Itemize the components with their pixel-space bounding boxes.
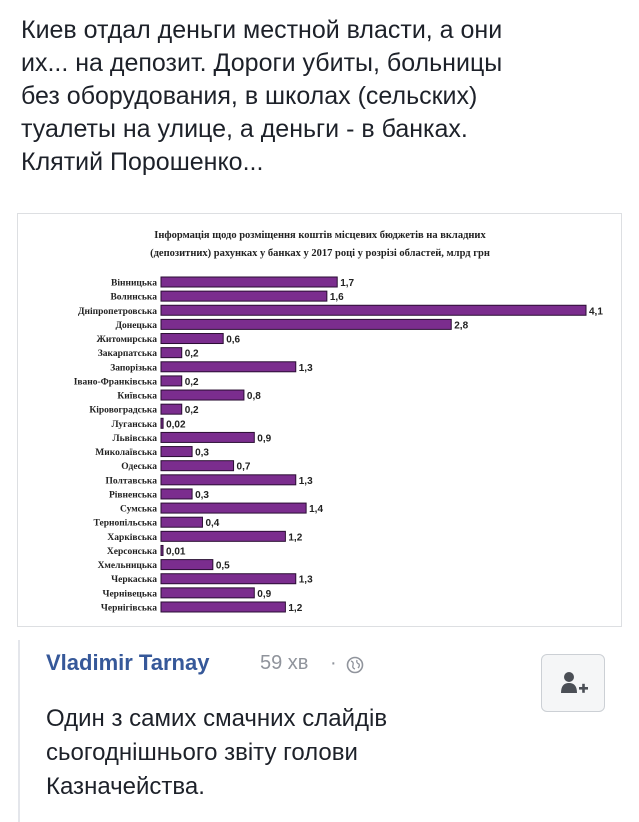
category-label: Черкаська [111,575,157,585]
category-label: Херсонська [107,547,157,557]
category-label: Миколаївська [95,448,157,458]
category-label: Дніпропетровська [78,306,157,317]
comment: Vladimir Tarnay 59 хв · Один з самих сма… [18,640,625,822]
value-label: 0,7 [237,462,251,473]
globe-icon [346,656,364,674]
value-label: 0,5 [216,561,230,572]
value-label: 0,2 [185,377,199,388]
bar [160,361,297,373]
comment-body-line: сьогоднішнього звіту голови [46,739,358,766]
bar [160,573,297,585]
bar [160,446,193,458]
bar [160,474,297,486]
bar [160,530,286,542]
comment-body-line: Один з самих смачних слайдів [46,705,388,732]
category-label: Київська [117,392,157,402]
bar [160,333,224,345]
category-label: Одеська [121,462,157,472]
value-label: 1,6 [330,292,344,303]
category-label: Івано-Франківська [74,376,158,387]
bar [160,276,338,288]
post-text: Киев отдал деньги местной власти, а они … [21,14,621,179]
post-text-line: их... на депозит. Дороги убиты, больницы [21,49,503,77]
value-label: 1,7 [340,278,354,289]
chart-title-line-2: (депозитних) рахунках у банках у 2017 ро… [150,248,490,259]
value-label: 0,2 [185,405,199,416]
category-label: Волинська [110,293,157,303]
comment-timestamp[interactable]: 59 хв [260,652,309,674]
value-label: 0,9 [257,433,271,444]
value-label: 0,02 [166,419,186,430]
value-label: 1,3 [299,363,313,374]
comment-body-line: Казначейства. [46,773,205,800]
bar [160,375,183,387]
category-label: Закарпатська [98,349,157,359]
category-label: Запорізька [110,362,157,373]
category-label: Чернігівська [101,602,157,613]
category-label: Вінницька [111,278,157,289]
category-label: Донецька [115,321,157,331]
value-label: 0,9 [257,589,271,600]
value-label: 0,2 [185,349,199,360]
bar [160,502,307,514]
category-label: Кіровоградська [89,405,157,416]
value-label: 1,2 [288,532,302,543]
bar [160,587,255,599]
comment-body: Один з самих смачних слайдів сьогоднішнь… [46,702,526,804]
add-friend-button[interactable] [541,654,605,712]
category-label: Луганська [112,420,158,430]
value-label: 1,4 [309,504,323,515]
post-text-line: Клятий Порошенко... [21,148,264,176]
value-label: 0,4 [205,518,219,529]
bar [160,544,164,556]
meta-separator: · [330,652,337,674]
value-label: 1,3 [299,476,313,487]
bar-chart: Інформація щодо розміщення коштів місцев… [74,230,604,614]
comment-author-link[interactable]: Vladimir Tarnay [46,650,210,675]
category-label: Житомирська [96,335,157,345]
category-label: Рівненська [109,489,157,500]
value-label: 0,3 [195,490,209,501]
category-label: Львівська [113,433,158,444]
category-label: Сумська [120,505,157,515]
category-label: Полтавська [106,476,158,486]
post-text-line: без оборудования, в школах (сельских) [21,82,478,110]
bar [160,516,203,528]
add-friend-icon [561,672,588,693]
bar [160,601,286,613]
chart-image[interactable]: Інформація щодо розміщення коштів місцев… [17,213,622,627]
value-label: 0,3 [195,448,209,459]
bar [160,488,193,500]
value-label: 2,8 [454,320,468,331]
bar [160,460,235,472]
category-label: Харківська [107,532,157,543]
bar [160,318,452,330]
value-label: 4,1 [589,306,603,317]
bar [160,304,587,316]
bar [160,403,183,415]
bar [160,431,255,443]
bar [160,389,245,401]
value-label: 0,6 [226,335,240,346]
bar [160,290,328,302]
post-text-line: туалеты на улице, а деньги - в банках. [21,115,468,143]
post-text-line: Киев отдал деньги местной власти, а они [21,16,503,44]
value-label: 1,3 [299,575,313,586]
category-label: Тернопільська [94,518,158,529]
category-label: Чернівецька [102,588,157,599]
value-label: 1,2 [288,603,302,614]
bar [160,417,164,429]
category-label: Хмельницька [98,561,158,571]
bar [160,559,214,571]
bar [160,347,183,359]
value-label: 0,8 [247,391,261,402]
value-label: 0,01 [166,546,186,557]
chart-bars: Вінницька 1,7 Волинська 1,6 Дніпропетровська… [74,276,603,614]
chart-title-line-1: Інформація щодо розміщення коштів місцев… [154,230,486,241]
